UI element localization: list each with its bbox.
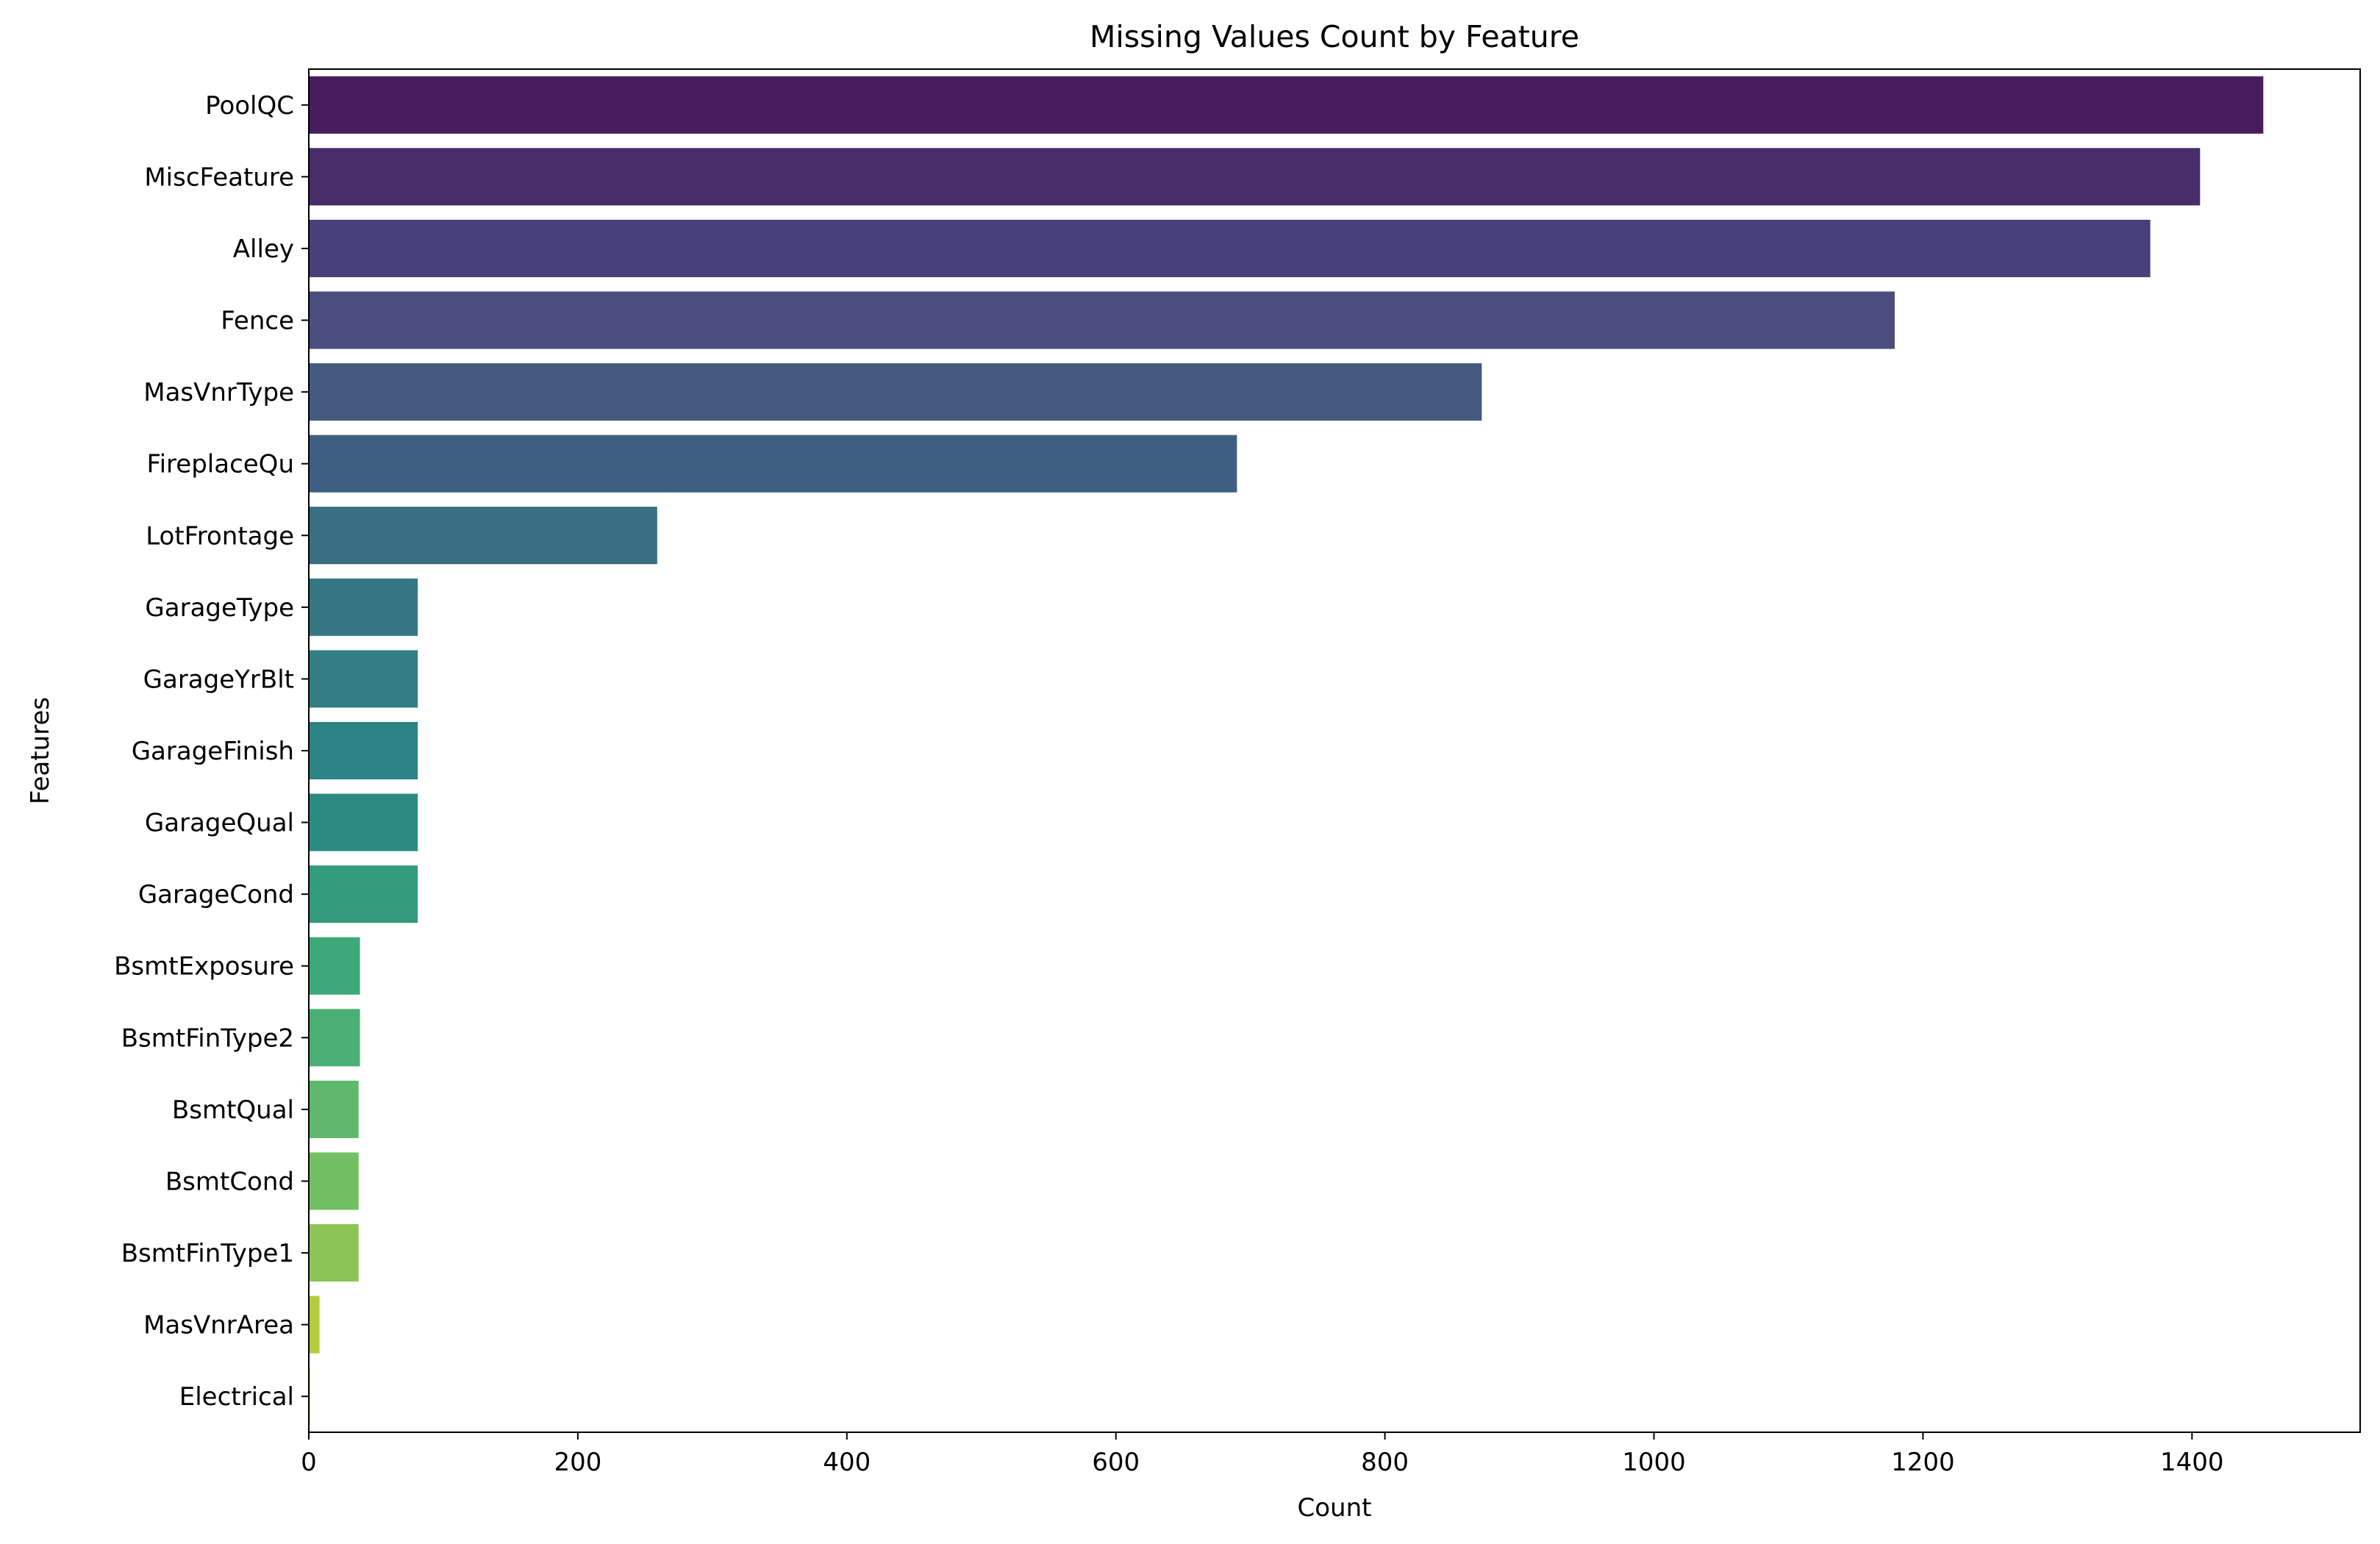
bar-bsmtcond: [309, 1152, 359, 1210]
y-tick-label: Fence: [221, 307, 294, 336]
chart-title: Missing Values Count by Feature: [1090, 19, 1579, 54]
x-tick-label: 600: [1092, 1448, 1140, 1477]
x-tick-label: 0: [301, 1448, 317, 1477]
plot-frame: [308, 68, 2361, 1433]
x-tick-label: 1000: [1622, 1448, 1686, 1477]
bar-garageyrblt: [309, 650, 418, 708]
bar-fireplacequ: [309, 435, 1237, 493]
bar-fence: [309, 291, 1895, 349]
bar-poolqc: [309, 76, 2264, 134]
y-tick-label: PoolQC: [205, 91, 294, 121]
y-tick-label: GarageYrBlt: [143, 665, 294, 694]
y-tick-label: FireplaceQu: [147, 450, 294, 479]
x-axis-label: Count: [1298, 1493, 1372, 1523]
y-tick-label: GarageCond: [138, 880, 294, 909]
y-tick-label: Electrical: [179, 1382, 294, 1412]
bar-bsmtfintype2: [309, 1009, 360, 1067]
y-tick-label: MiscFeature: [144, 162, 294, 192]
y-tick-label: LotFrontage: [146, 521, 294, 551]
y-tick-label: GarageQual: [145, 809, 294, 838]
bar-garagecond: [309, 865, 418, 923]
y-tick-label: BsmtFinType2: [121, 1023, 294, 1053]
x-tick-label: 800: [1361, 1448, 1409, 1477]
y-axis-ticks: PoolQC MiscFeature Alley Fence MasVnrType Fir…: [114, 91, 309, 1412]
bars-group: [309, 76, 2264, 1426]
y-tick-label: MasVnrArea: [143, 1311, 294, 1340]
bar-garagefinish: [309, 721, 418, 780]
bar-garagetype: [309, 578, 418, 636]
bar-garagequal: [309, 793, 418, 851]
bar-bsmtqual: [309, 1080, 359, 1138]
x-tick-label: 1200: [1891, 1448, 1955, 1477]
y-tick-label: BsmtFinType1: [121, 1239, 294, 1268]
bar-lotfrontage: [309, 507, 657, 565]
x-tick-label: 400: [823, 1448, 871, 1477]
bar-masvnrarea: [309, 1295, 320, 1354]
bar-alley: [309, 219, 2151, 277]
y-tick-label: Alley: [233, 235, 294, 264]
y-tick-label: GarageType: [145, 593, 294, 623]
x-tick-label: 200: [554, 1448, 601, 1477]
y-tick-label: BsmtQual: [172, 1096, 294, 1125]
x-axis-ticks: 0 200 400 600 800 1000 1200 1400: [301, 1432, 2224, 1477]
bar-miscfeature: [309, 148, 2201, 206]
x-tick-label: 1400: [2160, 1448, 2224, 1477]
y-tick-label: BsmtCond: [165, 1167, 294, 1196]
y-axis-label: Features: [26, 697, 55, 804]
bar-bsmtfintype1: [309, 1224, 359, 1282]
y-tick-label: BsmtExposure: [114, 952, 294, 982]
bar-bsmtexposure: [309, 937, 360, 995]
y-tick-label: MasVnrType: [143, 378, 294, 407]
bar-masvnrtype: [309, 363, 1482, 421]
y-tick-label: GarageFinish: [132, 737, 294, 766]
